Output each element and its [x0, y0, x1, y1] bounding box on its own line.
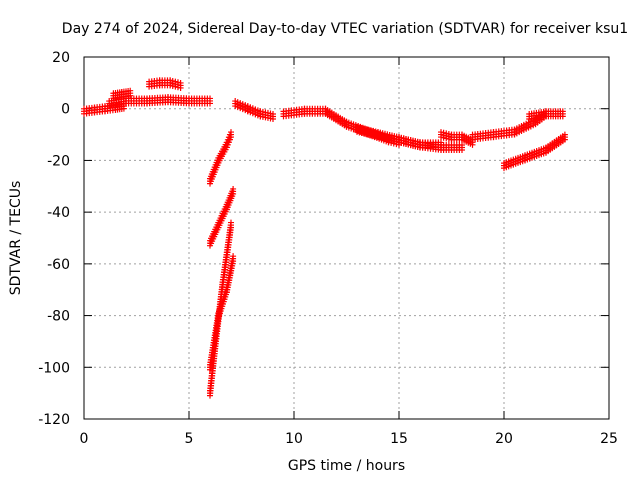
series-arc-mid-2	[280, 105, 402, 148]
y-tick-label: -60	[47, 257, 70, 273]
x-tick-label: 25	[600, 431, 618, 447]
series-arc-early-3	[106, 94, 213, 110]
x-axis-ticks: 0 5 10 15 20 25	[80, 57, 618, 447]
plot-frame	[83, 56, 610, 420]
series-arc-late-1	[396, 134, 465, 153]
series-arc-late-3	[469, 108, 549, 143]
series-arc-early-1	[81, 100, 127, 117]
data-point	[270, 115, 276, 122]
x-tick-label: 10	[285, 431, 303, 447]
series-arc-mid-1	[232, 98, 276, 122]
y-axis-ticks: -120 -100 -80 -60 -40 -20 0 20	[38, 50, 609, 428]
y-axis-label: SDTVAR / TECUs	[8, 181, 24, 296]
y-tick-label: 0	[61, 102, 70, 118]
series-arc-drop-4	[207, 253, 237, 373]
data-point	[459, 147, 465, 153]
data-point	[559, 113, 566, 120]
data-point	[230, 258, 237, 265]
grid-lines	[84, 57, 609, 419]
data-point	[469, 141, 476, 148]
data-point	[207, 100, 213, 107]
series-arc-drop-2	[207, 185, 237, 249]
x-tick-label: 15	[390, 431, 408, 447]
series-arc-early-4	[146, 77, 184, 91]
y-tick-label: -120	[38, 412, 70, 428]
data-point	[228, 224, 234, 231]
data-point	[228, 134, 234, 141]
chart-title: Day 274 of 2024, Sidereal Day-to-day VTE…	[62, 21, 628, 37]
y-tick-label: -80	[47, 309, 70, 325]
x-axis-label: GPS time / hours	[288, 458, 405, 474]
y-tick-label: -40	[47, 205, 70, 221]
series-arc-late-4	[501, 131, 568, 172]
data-point	[177, 84, 184, 91]
series-arc-drop-1	[207, 129, 234, 187]
y-tick-label: -20	[47, 153, 70, 169]
x-tick-label: 0	[80, 431, 89, 447]
y-tick-label: 20	[52, 50, 70, 66]
y-tick-label: -100	[38, 360, 70, 376]
x-tick-label: 5	[185, 431, 194, 447]
x-tick-label: 20	[495, 431, 513, 447]
data-point	[230, 190, 237, 197]
data-points	[81, 77, 568, 399]
series-arc-late-5	[526, 108, 566, 122]
data-point	[561, 136, 568, 143]
